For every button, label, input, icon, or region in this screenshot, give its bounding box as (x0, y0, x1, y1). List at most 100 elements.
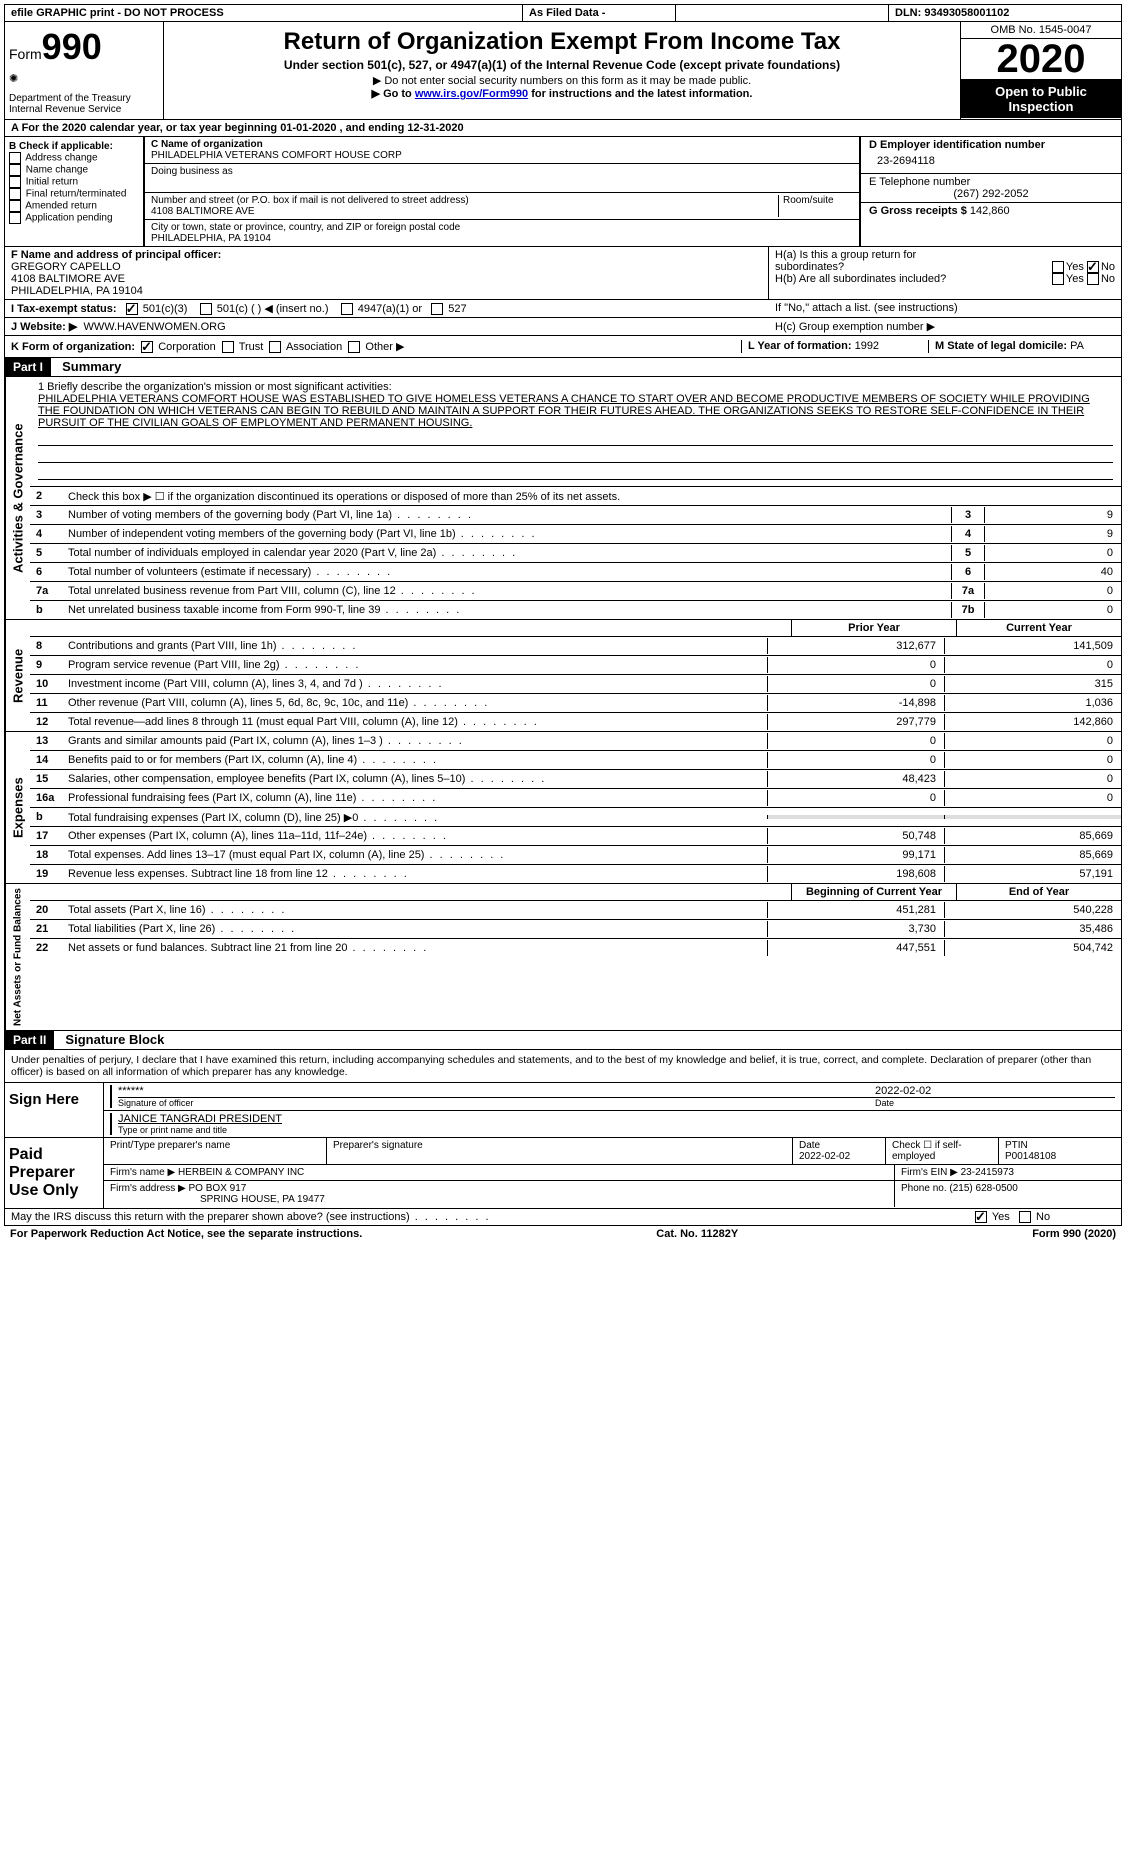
hb-note: If "No," attach a list. (see instruction… (775, 302, 1115, 315)
revenue-line-8: 8 Contributions and grants (Part VIII, l… (30, 637, 1121, 656)
part2-header-row: Part II Signature Block (4, 1031, 1122, 1050)
dln-value: 93493058001102 (924, 7, 1009, 19)
discuss-no-cb[interactable] (1019, 1211, 1031, 1223)
ein-value: 23-2694118 (869, 151, 1113, 171)
firm-name-row: Firm's name ▶ HERBEIN & COMPANY INC Firm… (104, 1165, 1121, 1181)
cb-name: Name change (9, 164, 139, 176)
ein-label: D Employer identification number (869, 139, 1113, 151)
cb-amended: Amended return (9, 200, 139, 212)
expense-line-15: 15 Salaries, other compensation, employe… (30, 770, 1121, 789)
blank-line-2 (38, 448, 1113, 463)
sig-date-value: 2022-02-02 (875, 1085, 1115, 1097)
officer-addr1: 4108 BALTIMORE AVE (11, 273, 762, 285)
dba-cell: Doing business as (145, 164, 859, 193)
current-year-header: Current Year (956, 620, 1121, 636)
officer-addr2: PHILADELPHIA, PA 19104 (11, 285, 762, 297)
j-label: J Website: ▶ (11, 321, 77, 333)
expense-line-19: 19 Revenue less expenses. Subtract line … (30, 865, 1121, 883)
footer-final: For Paperwork Reduction Act Notice, see … (4, 1226, 1122, 1242)
cb-assoc[interactable] (269, 341, 281, 353)
sign-here-content: ****** Signature of officer 2022-02-02 D… (104, 1083, 1121, 1137)
cb-trust[interactable] (222, 341, 234, 353)
open-public: Open to Public Inspection (961, 80, 1121, 118)
website-value: WWW.HAVENWOMEN.ORG (83, 321, 225, 333)
firm-addr1: PO BOX 917 (189, 1183, 247, 1194)
revenue-line-12: 12 Total revenue—add lines 8 through 11 … (30, 713, 1121, 731)
row-fh: F Name and address of principal officer:… (4, 247, 1122, 300)
note2-pre: ▶ Go to (372, 88, 415, 100)
vtab-governance: Activities & Governance (5, 377, 30, 619)
expense-line-13: 13 Grants and similar amounts paid (Part… (30, 732, 1121, 751)
prep-sig-label: Preparer's signature (333, 1140, 786, 1151)
website-row: J Website: ▶ WWW.HAVENWOMEN.ORG (11, 320, 775, 333)
line-2: 2 Check this box ▶ ☐ if the organization… (30, 487, 1121, 506)
street-value: 4108 BALTIMORE AVE (151, 206, 778, 217)
firm-ein-label: Firm's EIN ▶ (901, 1167, 958, 1178)
hb-row: H(b) Are all subordinates included? Yes … (775, 273, 1115, 285)
expense-line-b: b Total fundraising expenses (Part IX, c… (30, 808, 1121, 827)
ha-row: H(a) Is this a group return for (775, 249, 1115, 261)
header-right: OMB No. 1545-0047 2020 Open to Public In… (960, 22, 1121, 119)
prep-date-label: Date (799, 1140, 879, 1151)
cb-initial: Initial return (9, 176, 139, 188)
ha-yes-cb[interactable] (1052, 261, 1064, 273)
revenue-section: Revenue Prior Year Current Year 8 Contri… (4, 620, 1122, 732)
sig-stars: ****** (118, 1085, 875, 1097)
netassets-section: Net Assets or Fund Balances Beginning of… (4, 884, 1122, 1031)
cb-pending: Application pending (9, 212, 139, 224)
ha-subordinates: subordinates? Yes No (775, 261, 1115, 273)
cb-527[interactable] (431, 303, 443, 315)
vtab-expenses: Expenses (5, 732, 30, 883)
cb-final: Final return/terminated (9, 188, 139, 200)
hb-no-cb[interactable] (1087, 273, 1099, 285)
prep-table: Print/Type preparer's name Preparer's si… (104, 1138, 1121, 1208)
cb-other[interactable] (348, 341, 360, 353)
part2-title: Signature Block (57, 1032, 164, 1047)
as-filed: As Filed Data - (523, 5, 676, 21)
street-label: Number and street (or P.O. box if mail i… (151, 195, 778, 206)
i-label: I Tax-exempt status: (11, 303, 117, 315)
paperwork-notice: For Paperwork Reduction Act Notice, see … (10, 1228, 362, 1240)
revenue-line-9: 9 Program service revenue (Part VIII, li… (30, 656, 1121, 675)
cb-corp[interactable] (141, 341, 153, 353)
part1-badge: Part I (5, 358, 51, 376)
vtab-revenue: Revenue (5, 620, 30, 731)
expense-line-18: 18 Total expenses. Add lines 13–17 (must… (30, 846, 1121, 865)
top-bar: efile GRAPHIC print - DO NOT PROCESS As … (4, 4, 1122, 22)
form-footer: Form 990 (2020) (1032, 1228, 1116, 1240)
col-h: H(a) Is this a group return for subordin… (769, 247, 1121, 299)
tax-year: 2020 (961, 39, 1121, 80)
hb-yes-cb[interactable] (1052, 273, 1064, 285)
gov-line-7a: 7a Total unrelated business revenue from… (30, 582, 1121, 601)
mission-text: PHILADELPHIA VETERANS COMFORT HOUSE WAS … (38, 393, 1113, 429)
row-a-tax-year: A For the 2020 calendar year, or tax yea… (4, 120, 1122, 137)
ha-no-cb[interactable] (1087, 261, 1099, 273)
sig-officer-label: Signature of officer (118, 1097, 875, 1108)
revenue-header: Prior Year Current Year (30, 620, 1121, 637)
org-name-label: C Name of organization (151, 139, 853, 150)
cat-number: Cat. No. 11282Y (656, 1228, 738, 1240)
cb-501c[interactable] (200, 303, 212, 315)
discuss-yes-cb[interactable] (975, 1211, 987, 1223)
sign-here-label: Sign Here (5, 1083, 104, 1137)
phone-label: Phone no. (901, 1183, 947, 1194)
dln-cell: DLN: 93493058001102 (889, 5, 1121, 21)
revenue-content: Prior Year Current Year 8 Contributions … (30, 620, 1121, 731)
firm-ein-value: 23-2415973 (961, 1167, 1014, 1178)
cb-501c3[interactable] (126, 303, 138, 315)
signature-line: ****** Signature of officer 2022-02-02 D… (104, 1083, 1121, 1111)
netasset-line-22: 22 Net assets or fund balances. Subtract… (30, 939, 1121, 957)
netassets-header: Beginning of Current Year End of Year (30, 884, 1121, 901)
row-i: I Tax-exempt status: 501(c)(3) 501(c) ( … (4, 300, 1122, 318)
irs-link[interactable]: www.irs.gov/Form990 (415, 88, 528, 100)
form-title: Return of Organization Exempt From Incom… (172, 28, 952, 56)
row-j: J Website: ▶ WWW.HAVENWOMEN.ORG H(c) Gro… (4, 318, 1122, 336)
expense-line-17: 17 Other expenses (Part IX, column (A), … (30, 827, 1121, 846)
col-d: D Employer identification number 23-2694… (861, 137, 1121, 246)
form-number: 990 (42, 26, 102, 67)
type-name-label: Type or print name and title (118, 1125, 1115, 1135)
cb-4947[interactable] (341, 303, 353, 315)
prep-date-value: 2022-02-02 (799, 1151, 879, 1162)
begin-year-header: Beginning of Current Year (791, 884, 956, 900)
city-label: City or town, state or province, country… (151, 222, 853, 233)
